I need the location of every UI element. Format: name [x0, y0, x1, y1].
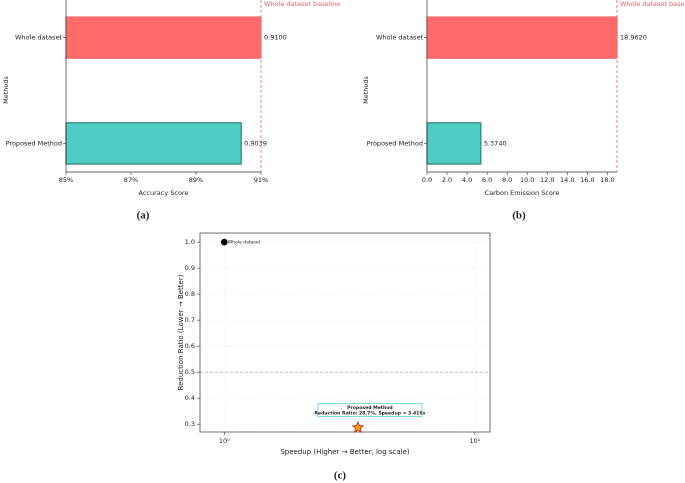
category-label: Whole dataset — [15, 34, 62, 42]
y-tick-label: 0.5 — [185, 368, 195, 376]
x-axis-label: Carbon Emission Score — [485, 189, 560, 197]
panel-label: (a) — [137, 210, 150, 222]
y-axis-label: Methods — [2, 76, 10, 104]
x-tick-label: 0.0 — [422, 176, 432, 184]
x-tick-label: 87% — [124, 176, 138, 184]
plot-frame — [199, 232, 491, 433]
y-tick-label: 0.4 — [185, 394, 195, 402]
y-axis-label: Methods — [362, 76, 370, 104]
value-label: 0.9039 — [244, 139, 267, 147]
annotation-text: Reduction Ratio: 28.7%, Speedup = 3.416x — [314, 411, 425, 417]
x-tick-label: 8.0 — [502, 176, 512, 184]
y-tick-label: 1.0 — [185, 238, 195, 246]
y-axis-label: Reduction Ratio (Lower → Better) — [177, 274, 185, 390]
x-tick-label: 10.0 — [520, 176, 534, 184]
x-tick-label: 89% — [189, 176, 203, 184]
x-tick-label: 18.0 — [600, 176, 614, 184]
panel-label: (c) — [334, 470, 347, 482]
x-tick-label: 16.0 — [580, 176, 594, 184]
category-label: Proposed Method — [6, 139, 62, 147]
y-tick-label: 0.7 — [185, 316, 195, 324]
bar — [65, 16, 262, 59]
baseline-label: Whole dataset baseline — [264, 0, 340, 8]
x-tick-label: 12.0 — [540, 176, 554, 184]
x-axis-label: Speedup (Higher → Better, log scale) — [280, 448, 410, 456]
x-tick-label: 14.0 — [560, 176, 574, 184]
y-tick-label: 0.6 — [185, 342, 195, 350]
x-tick-label: 91% — [254, 176, 268, 184]
bar — [65, 122, 242, 165]
x-tick-label: 10⁰ — [219, 437, 230, 445]
y-tick-label: 0.8 — [185, 290, 195, 298]
x-tick-label: 6.0 — [482, 176, 492, 184]
point — [351, 420, 365, 433]
x-tick-label: 4.0 — [462, 176, 472, 184]
value-label: 18.9620 — [620, 34, 647, 42]
x-tick-label: 10¹ — [469, 437, 480, 445]
y-tick-label: 0.3 — [185, 420, 195, 428]
annotation-box — [317, 403, 423, 417]
point — [220, 238, 228, 246]
value-label: 0.9100 — [264, 34, 287, 42]
category-label: Proposed Method — [367, 139, 423, 147]
y-tick-label: 0.9 — [185, 264, 195, 272]
annotation-title: Proposed Method — [347, 405, 393, 411]
x-axis-label: Accuracy Score — [139, 189, 189, 197]
baseline-label: Whole dataset baseline — [620, 0, 685, 8]
panel-label: (b) — [512, 210, 526, 222]
bar — [426, 122, 482, 165]
bar — [426, 16, 618, 59]
point-label: Whole dataset — [228, 240, 261, 246]
category-label: Whole dataset — [376, 34, 423, 42]
value-label: 5.3740 — [484, 139, 507, 147]
x-tick-label: 85% — [59, 176, 73, 184]
x-tick-label: 2.0 — [442, 176, 452, 184]
